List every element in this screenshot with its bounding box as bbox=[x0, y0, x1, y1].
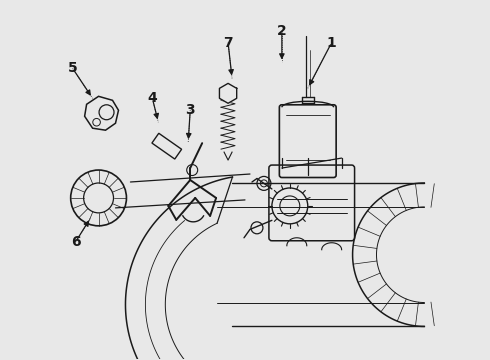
Text: 4: 4 bbox=[147, 91, 157, 105]
Text: 2: 2 bbox=[277, 23, 287, 37]
Text: 5: 5 bbox=[68, 62, 77, 76]
Text: 6: 6 bbox=[71, 235, 80, 249]
Text: 3: 3 bbox=[185, 103, 195, 117]
Polygon shape bbox=[220, 84, 237, 103]
Text: 7: 7 bbox=[223, 36, 233, 50]
Text: 1: 1 bbox=[327, 36, 337, 50]
